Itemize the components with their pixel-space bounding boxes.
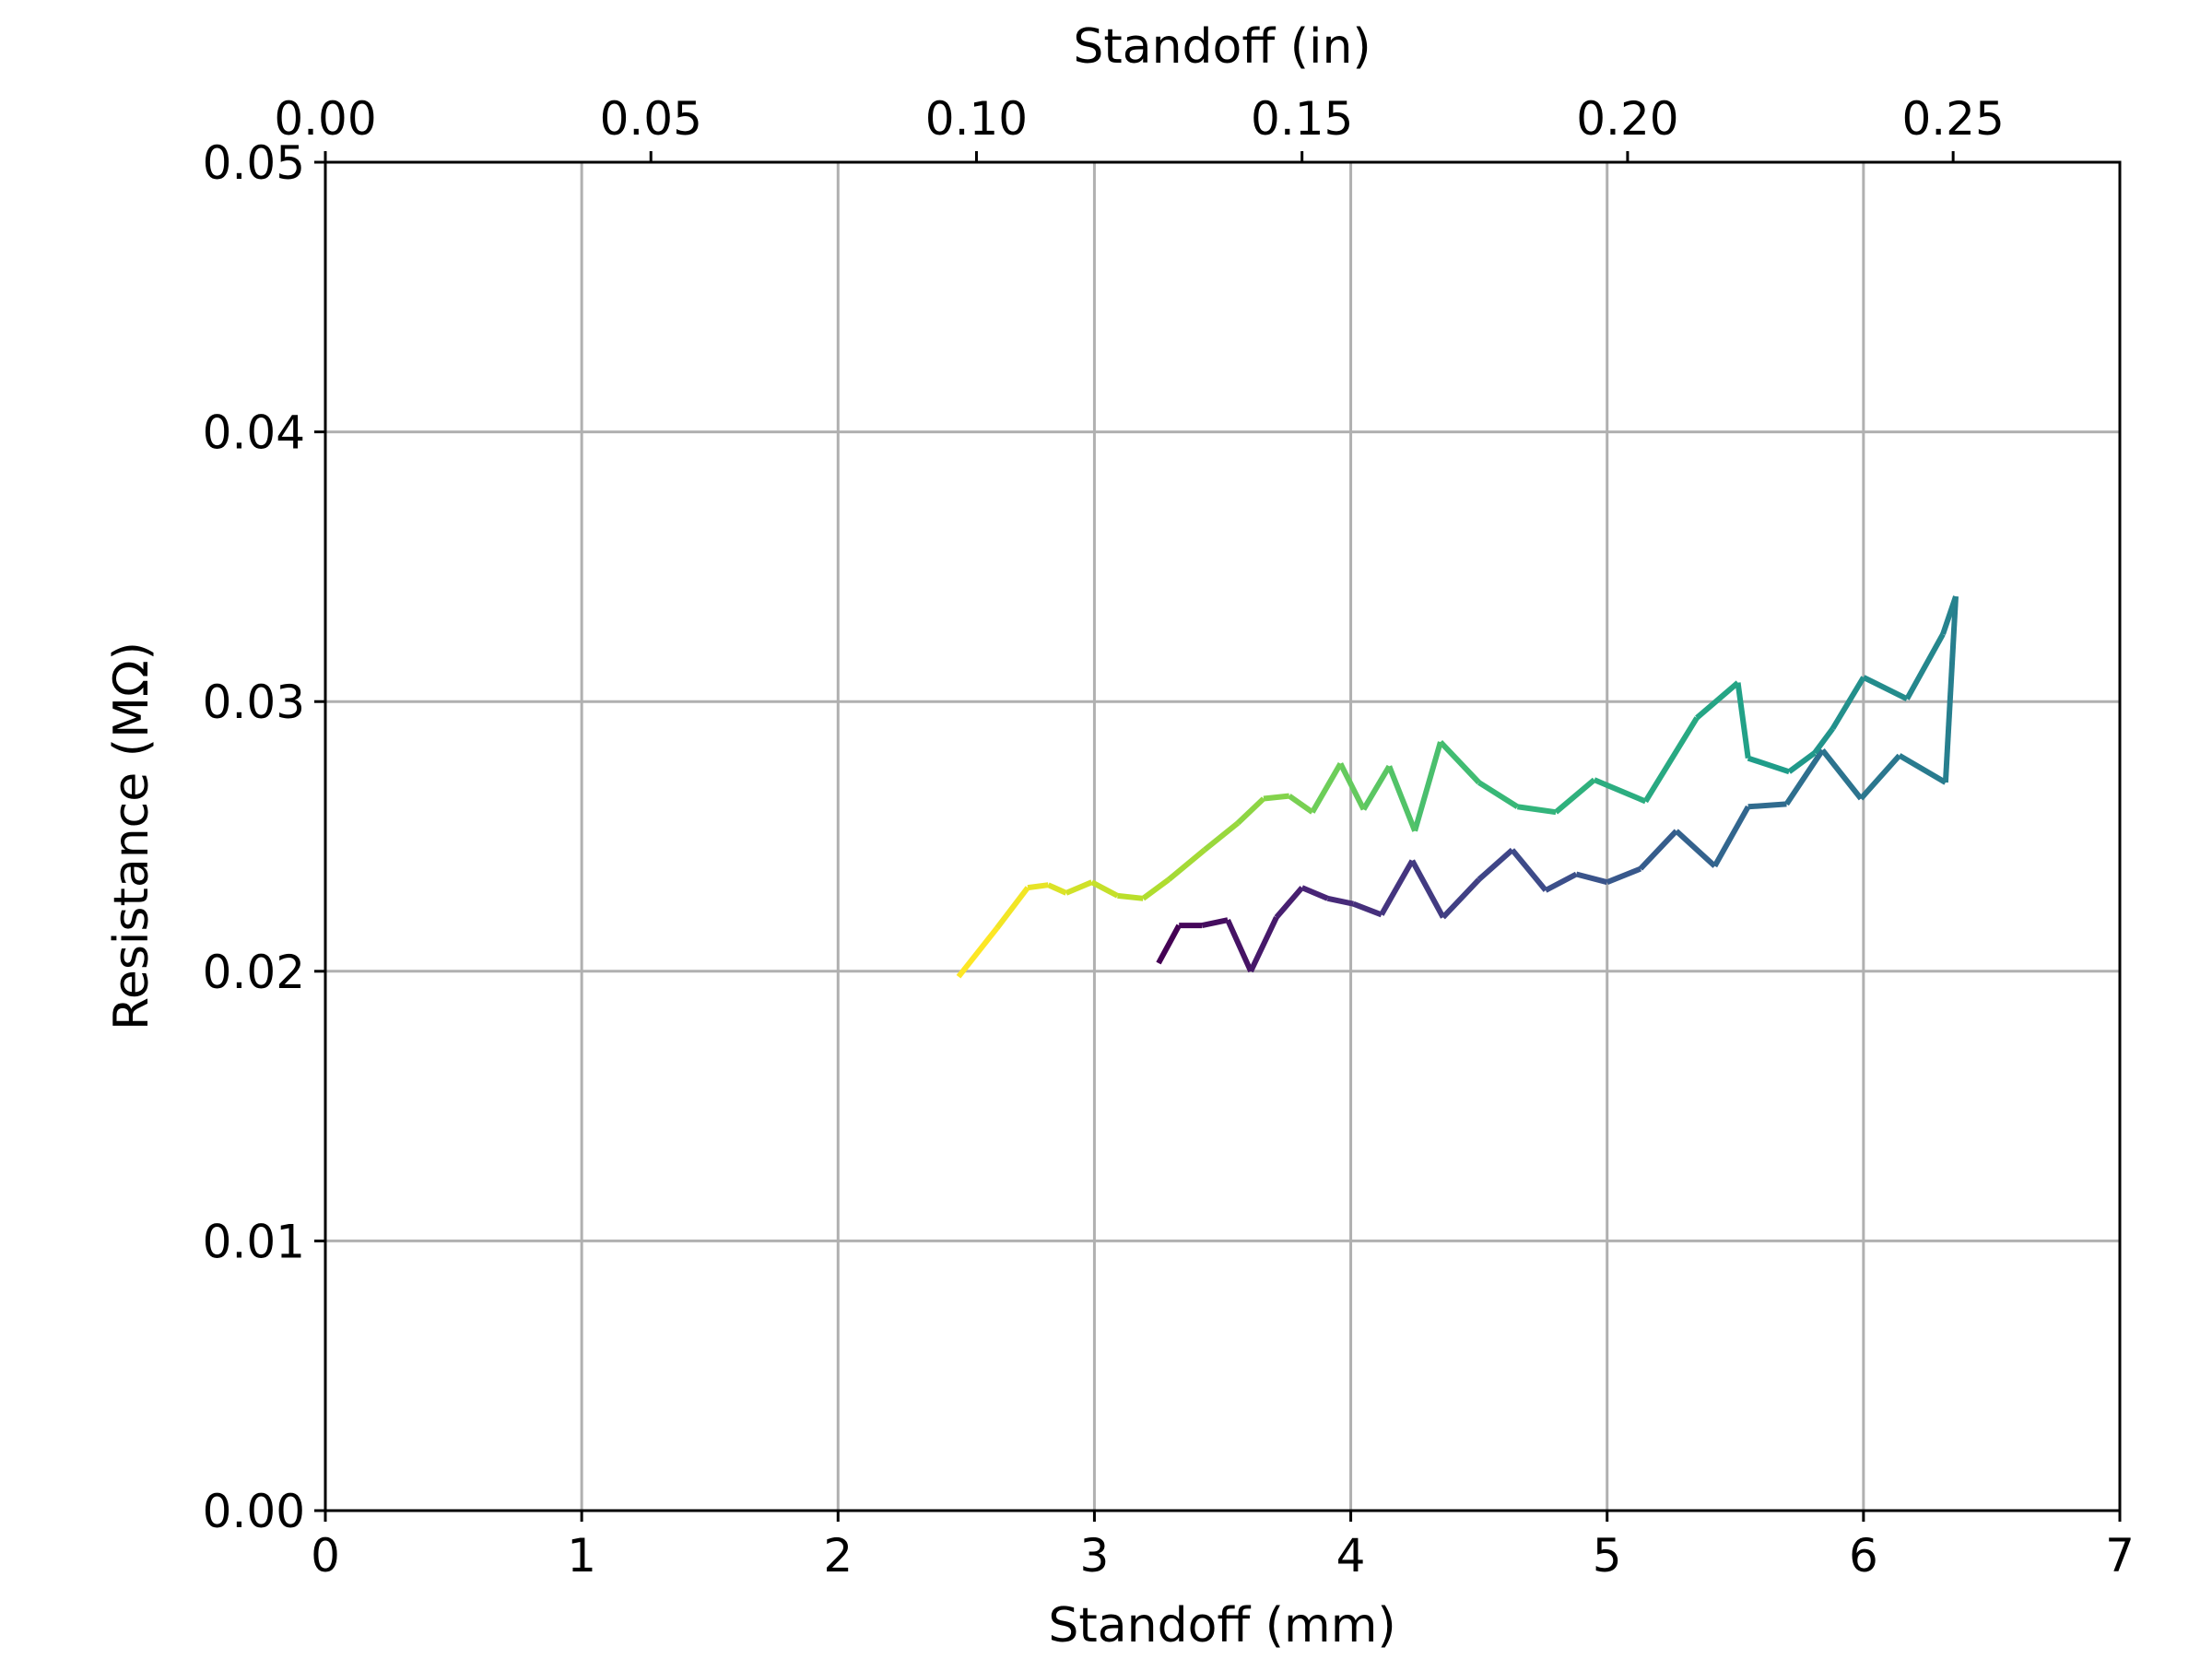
x-tick-label: 0 xyxy=(311,1529,340,1583)
series-segment xyxy=(1787,750,1817,774)
series-segment xyxy=(1065,879,1093,896)
series-segment xyxy=(1695,680,1740,721)
x-tick-label: 7 xyxy=(2105,1529,2135,1583)
series-segment xyxy=(1248,916,1279,973)
series-segment xyxy=(1352,900,1382,918)
series-segment xyxy=(1898,753,1947,785)
series-segment xyxy=(1141,877,1171,901)
series-lines xyxy=(956,595,1959,979)
ticks: 0 1 2 3 4 5 6 70.000.010.020.030.040.050.00 0.05… xyxy=(203,92,2135,1583)
x2-axis-label: Standoff (in) xyxy=(1073,19,1371,75)
series-segment xyxy=(1638,829,1678,871)
y-tick-label: 0.02 xyxy=(203,946,305,999)
series-segment xyxy=(1167,847,1206,882)
series-segment xyxy=(1337,762,1367,811)
series-segment xyxy=(1940,595,1959,635)
plot-frame xyxy=(324,160,2122,1512)
series-segment xyxy=(1201,917,1229,929)
series-segment xyxy=(1477,780,1519,809)
x2-tick-label: 0.05 xyxy=(600,92,702,146)
series-segment xyxy=(1441,877,1481,920)
series-segment xyxy=(1858,753,1902,801)
x-tick-label: 5 xyxy=(1593,1529,1622,1583)
series-segment xyxy=(956,926,1000,979)
series-segment xyxy=(1747,755,1791,775)
y-tick-label: 0.04 xyxy=(203,406,305,460)
series-segment xyxy=(1274,886,1304,920)
series-segment xyxy=(1942,595,1959,783)
series-segment xyxy=(1516,804,1557,816)
series-segment xyxy=(1300,885,1329,901)
series-segment xyxy=(1510,848,1548,892)
series-segment xyxy=(1288,794,1314,815)
x-axis-label: Standoff (mm) xyxy=(1048,1598,1395,1653)
series-segment xyxy=(1379,859,1415,916)
x2-tick-label: 0.20 xyxy=(1576,92,1678,146)
series-segment xyxy=(1830,676,1866,731)
series-segment xyxy=(1326,895,1355,907)
series-segment xyxy=(1642,716,1700,804)
x2-tick-label: 0.10 xyxy=(925,92,1028,146)
series-segment xyxy=(1412,741,1443,832)
x-tick-label: 6 xyxy=(1849,1529,1878,1583)
series-segment xyxy=(1783,748,1825,806)
series-segment xyxy=(1820,748,1864,801)
y-tick-label: 0.05 xyxy=(203,136,305,190)
series-segment xyxy=(1386,765,1418,832)
series-segment xyxy=(1027,882,1049,891)
series-segment xyxy=(1544,871,1578,893)
series-segment xyxy=(1477,847,1514,882)
series-segment xyxy=(1117,892,1144,901)
series-segment xyxy=(1156,924,1182,965)
series-segment xyxy=(1735,682,1751,759)
series-segment xyxy=(1593,777,1647,805)
series-segment xyxy=(1310,761,1343,814)
x-tick-label: 4 xyxy=(1336,1529,1366,1583)
y-tick-label: 0.01 xyxy=(203,1215,305,1268)
x-tick-label: 1 xyxy=(567,1529,596,1583)
series-segment xyxy=(994,886,1030,930)
y-tick-label: 0.03 xyxy=(203,676,305,729)
series-segment xyxy=(1712,805,1751,868)
y-axis-label: Resistance (MΩ) xyxy=(104,641,159,1030)
series-segment xyxy=(1236,796,1266,826)
series-segment xyxy=(1409,859,1446,919)
x2-tick-label: 0.15 xyxy=(1251,92,1353,146)
series-segment xyxy=(1090,879,1119,899)
x2-tick-label: 0.25 xyxy=(1901,92,2004,146)
x-tick-label: 3 xyxy=(1080,1529,1110,1583)
series-segment xyxy=(1862,675,1909,701)
series-segment xyxy=(1606,865,1642,885)
x-tick-label: 2 xyxy=(823,1529,853,1583)
series-segment xyxy=(1225,918,1253,973)
series-segment xyxy=(1554,777,1596,815)
series-segment xyxy=(1438,740,1481,785)
series-segment xyxy=(1575,871,1608,886)
x2-tick-label: 0.00 xyxy=(274,92,376,146)
series-segment xyxy=(1203,820,1241,853)
series-segment xyxy=(1812,726,1835,755)
series-segment xyxy=(1360,764,1392,811)
series-segment xyxy=(1047,882,1068,896)
series-segment xyxy=(1904,632,1946,700)
y-tick-label: 0.00 xyxy=(203,1485,305,1538)
series-segment xyxy=(1674,829,1717,868)
series-segment xyxy=(1263,793,1290,802)
series-segment xyxy=(1747,801,1787,810)
